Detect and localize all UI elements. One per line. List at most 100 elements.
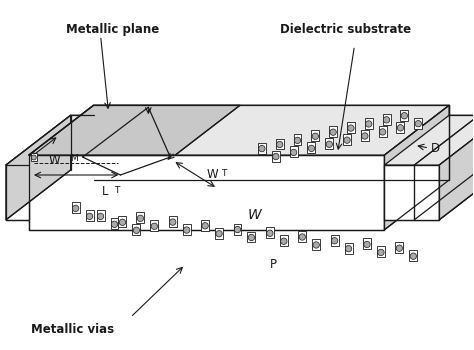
Circle shape: [137, 215, 144, 222]
Circle shape: [183, 227, 190, 233]
Bar: [272, 150, 280, 162]
Circle shape: [308, 145, 315, 152]
Circle shape: [133, 227, 139, 233]
Text: D: D: [431, 142, 440, 155]
Bar: [345, 243, 353, 254]
Circle shape: [119, 219, 126, 225]
Circle shape: [281, 238, 287, 244]
Circle shape: [383, 117, 390, 123]
Polygon shape: [6, 115, 93, 165]
Circle shape: [259, 145, 265, 152]
Polygon shape: [414, 115, 474, 165]
Circle shape: [151, 223, 157, 230]
Bar: [361, 130, 369, 141]
Circle shape: [248, 234, 255, 241]
Circle shape: [202, 223, 208, 229]
Circle shape: [31, 155, 36, 160]
Text: T: T: [221, 169, 227, 178]
Circle shape: [401, 113, 408, 119]
Circle shape: [276, 141, 283, 148]
Circle shape: [291, 149, 297, 156]
Bar: [312, 239, 320, 250]
Bar: [258, 143, 266, 154]
Circle shape: [97, 213, 104, 219]
Bar: [331, 235, 338, 246]
Bar: [247, 231, 255, 243]
Circle shape: [397, 125, 404, 131]
Bar: [234, 224, 241, 235]
Bar: [311, 130, 319, 141]
Circle shape: [299, 234, 305, 240]
Polygon shape: [439, 115, 474, 220]
Bar: [383, 114, 391, 125]
Circle shape: [396, 245, 402, 251]
Circle shape: [364, 241, 370, 248]
Bar: [72, 202, 80, 214]
Bar: [379, 126, 387, 137]
Circle shape: [312, 133, 319, 139]
Bar: [150, 220, 158, 231]
Polygon shape: [93, 105, 449, 180]
Bar: [410, 250, 417, 261]
Bar: [377, 246, 385, 257]
Bar: [293, 134, 301, 145]
Bar: [266, 227, 274, 238]
Circle shape: [365, 121, 372, 127]
Bar: [137, 212, 145, 223]
Circle shape: [294, 137, 301, 144]
Bar: [325, 138, 333, 149]
Text: T: T: [115, 186, 120, 195]
Text: W: W: [49, 154, 61, 167]
Polygon shape: [6, 115, 71, 220]
Bar: [414, 118, 422, 129]
Bar: [347, 122, 355, 133]
Text: L: L: [102, 186, 109, 198]
Polygon shape: [29, 105, 449, 155]
Circle shape: [362, 133, 368, 139]
Text: Metallic vias: Metallic vias: [31, 323, 114, 336]
Bar: [97, 210, 105, 221]
Text: P: P: [270, 258, 277, 271]
Polygon shape: [29, 105, 240, 155]
Bar: [329, 126, 337, 137]
Circle shape: [415, 120, 421, 127]
Polygon shape: [439, 115, 474, 220]
Circle shape: [216, 231, 222, 237]
Text: Metallic plane: Metallic plane: [66, 23, 159, 36]
Bar: [280, 235, 288, 246]
Bar: [343, 134, 351, 145]
Bar: [298, 231, 306, 242]
Circle shape: [380, 129, 386, 135]
Bar: [31, 153, 37, 161]
Text: Dielectric substrate: Dielectric substrate: [280, 23, 411, 36]
Bar: [395, 242, 403, 253]
Circle shape: [344, 137, 350, 143]
Circle shape: [73, 205, 79, 211]
Bar: [182, 224, 191, 235]
Polygon shape: [384, 105, 449, 230]
Circle shape: [170, 219, 176, 225]
Circle shape: [348, 125, 354, 131]
Circle shape: [330, 129, 337, 135]
Bar: [169, 216, 177, 227]
Polygon shape: [29, 155, 384, 230]
Circle shape: [378, 249, 384, 256]
Bar: [401, 110, 408, 121]
Bar: [132, 224, 140, 235]
Text: W: W: [206, 168, 218, 182]
Circle shape: [313, 242, 319, 248]
Bar: [215, 228, 223, 239]
Circle shape: [326, 141, 332, 147]
Bar: [86, 210, 93, 221]
Circle shape: [410, 253, 417, 259]
Bar: [396, 122, 404, 133]
Circle shape: [331, 238, 338, 244]
Bar: [110, 218, 118, 229]
Circle shape: [273, 153, 279, 160]
Polygon shape: [384, 165, 439, 220]
Bar: [365, 118, 373, 129]
Bar: [276, 139, 283, 149]
Circle shape: [234, 226, 241, 233]
Circle shape: [86, 213, 93, 219]
Polygon shape: [414, 165, 439, 220]
